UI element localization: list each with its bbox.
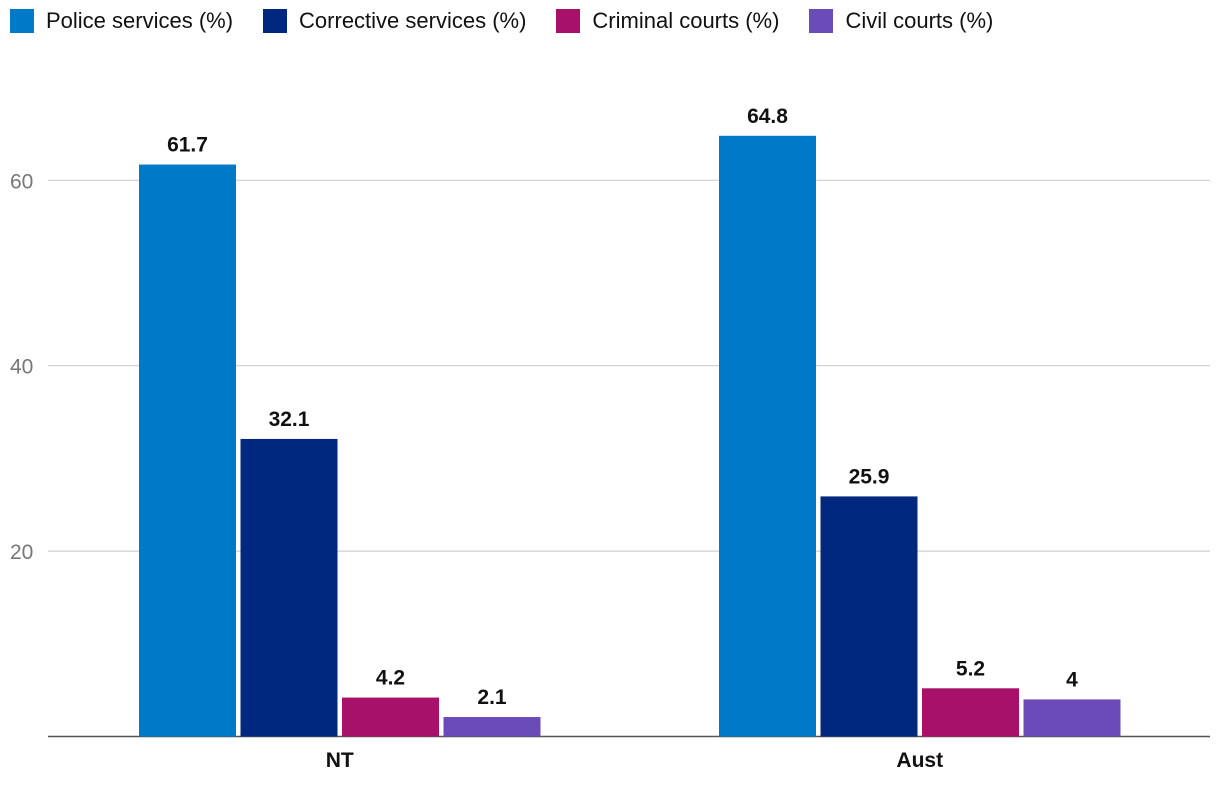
bar-nt-criminal-courts <box>342 697 439 737</box>
legend-item-police-services: Police services (%) <box>10 8 233 34</box>
legend-label-criminal-courts: Criminal courts (%) <box>592 8 780 33</box>
bar-nt-police-services <box>139 164 236 737</box>
data-label-aust-civil-courts: 4 <box>1066 668 1078 691</box>
legend-item-criminal-courts: Criminal courts (%) <box>556 8 779 34</box>
chart-legend: Police services (%) Corrective services … <box>10 8 993 34</box>
data-label-aust-corrective-services: 25.9 <box>849 465 890 488</box>
legend-swatch-civil-courts <box>809 9 834 33</box>
data-label-nt-corrective-services: 32.1 <box>269 408 310 431</box>
bar-aust-criminal-courts <box>922 688 1019 737</box>
y-tick-label-20: 20 <box>10 541 33 564</box>
legend-swatch-corrective-services <box>263 9 288 33</box>
x-tick-label-aust: Aust <box>896 749 943 772</box>
y-tick-label-40: 40 <box>10 356 33 379</box>
legend-item-civil-courts: Civil courts (%) <box>809 8 993 34</box>
x-tick-label-nt: NT <box>326 749 354 772</box>
data-label-aust-police-services: 64.8 <box>747 105 788 128</box>
legend-label-police-services: Police services (%) <box>46 8 234 33</box>
bar-aust-civil-courts <box>1023 699 1121 737</box>
data-label-aust-criminal-courts: 5.2 <box>956 657 985 680</box>
data-label-nt-civil-courts: 2.1 <box>477 686 507 709</box>
bar-aust-corrective-services <box>820 496 918 737</box>
data-label-nt-criminal-courts: 4.2 <box>376 667 405 690</box>
legend-label-corrective-services: Corrective services (%) <box>299 8 527 33</box>
y-tick-label-60: 60 <box>10 170 33 193</box>
bar-nt-civil-courts <box>443 717 541 737</box>
bar-aust-police-services <box>719 135 816 737</box>
legend-swatch-police-services <box>10 9 34 33</box>
legend-item-corrective-services: Corrective services (%) <box>263 8 526 34</box>
bar-nt-corrective-services <box>240 438 338 737</box>
data-label-nt-police-services: 61.7 <box>167 134 208 157</box>
legend-swatch-criminal-courts <box>556 9 581 33</box>
legend-label-civil-courts: Civil courts (%) <box>845 8 994 33</box>
